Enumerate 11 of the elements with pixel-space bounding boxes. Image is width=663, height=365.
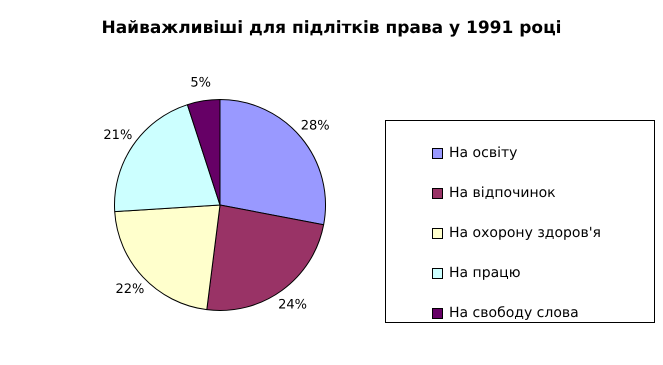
- data-label: 28%: [300, 118, 330, 134]
- data-label: 5%: [190, 75, 211, 90]
- legend-label: На свободу слова: [449, 305, 579, 321]
- legend-label: На освіту: [449, 145, 518, 161]
- legend-label: На охорону здоров'я: [449, 225, 601, 241]
- legend-label: На працю: [449, 265, 520, 281]
- data-label: 24%: [278, 297, 308, 312]
- data-label: 22%: [116, 282, 144, 297]
- legend-label: На відпочинок: [449, 185, 556, 201]
- data-label: 21%: [103, 128, 132, 143]
- chart-title: Найважливіші для підлітків права у 1991 році: [100, 18, 563, 38]
